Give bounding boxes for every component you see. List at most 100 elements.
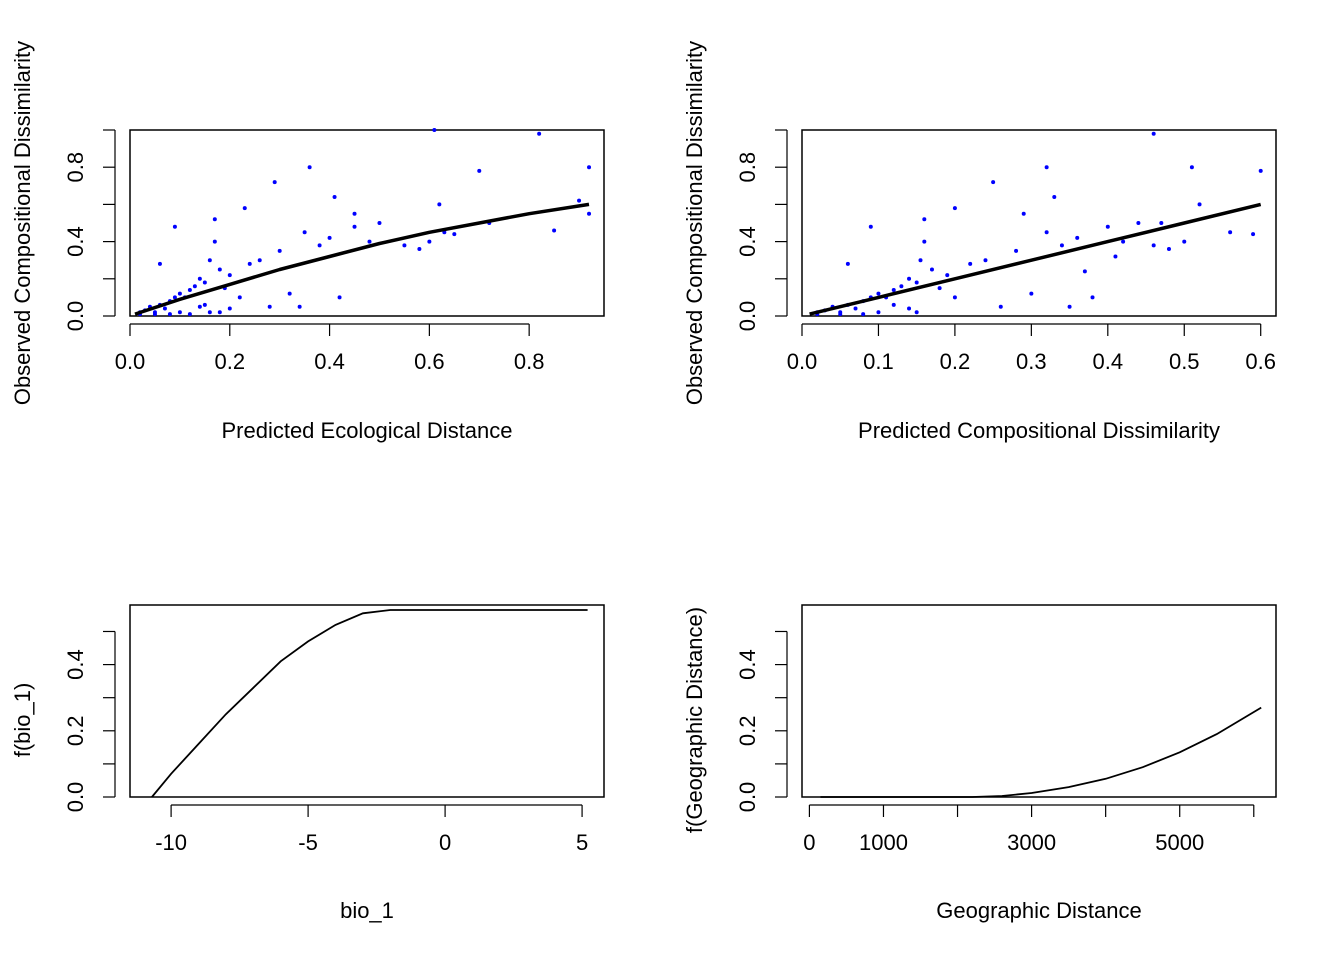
data-point: [861, 312, 866, 317]
data-point: [1052, 194, 1057, 199]
data-point: [945, 273, 950, 278]
data-point: [202, 302, 207, 307]
data-point: [172, 224, 177, 229]
y-tick-label: 0.0: [63, 782, 88, 813]
data-point: [227, 273, 232, 278]
data-point: [272, 180, 277, 185]
data-point: [1197, 202, 1202, 207]
data-point: [327, 235, 332, 240]
data-point: [537, 131, 542, 136]
data-point: [907, 306, 912, 311]
data-point: [1251, 232, 1256, 237]
x-tick-label: 0.2: [940, 349, 971, 374]
x-tick-label: 0.5: [1169, 349, 1200, 374]
data-point: [1159, 221, 1164, 225]
data-point: [417, 247, 422, 252]
data-point: [868, 224, 873, 229]
plot-frame: [801, 129, 1277, 317]
y-tick-label: 0.8: [63, 152, 88, 183]
plot-frame: [801, 604, 1277, 798]
data-point: [1258, 168, 1263, 173]
x-tick-label: 0.6: [1245, 349, 1276, 374]
x-tick-label: 0: [439, 830, 451, 855]
plot-frame: [129, 604, 605, 798]
data-point: [207, 310, 212, 315]
data-point: [1182, 239, 1187, 244]
data-point: [876, 291, 881, 296]
x-tick-label: 0.6: [414, 349, 445, 374]
data-point: [914, 280, 919, 285]
y-axis-title: Observed Compositional Dissimilarity: [10, 41, 35, 405]
data-point: [352, 224, 357, 229]
data-point: [207, 258, 212, 263]
plot-marks: [809, 131, 1263, 317]
x-tick-label: 0.8: [514, 349, 545, 374]
data-point: [1151, 131, 1156, 136]
data-point: [552, 228, 557, 233]
y-tick-label: 0.4: [735, 226, 760, 257]
plot-frame: [129, 129, 605, 317]
data-point: [845, 261, 850, 266]
x-axis-title: Predicted Ecological Distance: [221, 418, 512, 443]
data-point: [247, 261, 252, 266]
data-point: [1136, 221, 1141, 225]
data-point: [853, 306, 858, 311]
data-point: [302, 230, 307, 235]
x-tick-label: 0.3: [1016, 349, 1047, 374]
data-point: [227, 306, 232, 311]
x-tick-label: 3000: [1007, 830, 1056, 855]
data-point: [587, 165, 592, 170]
data-point: [922, 239, 927, 244]
data-point: [187, 287, 192, 292]
y-axis-title: f(bio_1): [10, 683, 35, 758]
data-point: [202, 280, 207, 285]
data-point: [267, 304, 272, 309]
data-point: [577, 198, 582, 203]
data-point: [1044, 230, 1049, 235]
data-point: [1044, 165, 1049, 170]
y-tick-label: 0.0: [735, 782, 760, 813]
data-point: [929, 267, 934, 272]
data-point: [1067, 304, 1072, 309]
x-tick-label: 1000: [859, 830, 908, 855]
data-point: [1151, 243, 1156, 248]
data-point: [1021, 211, 1026, 216]
data-point: [332, 194, 337, 199]
data-point: [891, 287, 896, 292]
x-tick-label: 0.2: [214, 349, 245, 374]
data-point: [177, 291, 182, 296]
data-point: [1029, 291, 1034, 296]
data-point: [1075, 235, 1080, 240]
x-tick-label: 5: [576, 830, 588, 855]
x-tick-label: 0.0: [115, 349, 146, 374]
axes: 0 1000 3000 5000 0.0 0.2 0.4: [735, 630, 1255, 855]
data-point: [1059, 243, 1064, 248]
data-point: [217, 267, 222, 272]
data-point: [991, 180, 996, 185]
data-point: [427, 239, 432, 244]
data-point: [968, 261, 973, 266]
y-axis-title: f(Geographic Distance): [682, 607, 707, 833]
data-point: [287, 291, 292, 296]
data-point: [367, 239, 372, 244]
data-point: [152, 312, 157, 317]
plot-marks: [134, 128, 592, 317]
data-point: [307, 165, 312, 170]
fit-curve: [809, 202, 1262, 316]
data-point: [177, 310, 182, 315]
data-point: [838, 312, 843, 317]
data-point: [157, 261, 162, 266]
data-point: [1166, 247, 1171, 252]
x-tick-label: 0.0: [787, 349, 818, 374]
y-axis-title: Observed Compositional Dissimilarity: [682, 41, 707, 405]
y-tick-label: 0.2: [63, 715, 88, 746]
data-point: [1105, 224, 1110, 229]
data-point: [983, 258, 988, 263]
data-point: [237, 295, 242, 300]
data-point: [876, 310, 881, 315]
fit-curve: [134, 202, 590, 316]
data-point: [212, 217, 217, 222]
data-point: [452, 232, 457, 237]
data-point: [914, 310, 919, 315]
data-point: [998, 304, 1003, 309]
